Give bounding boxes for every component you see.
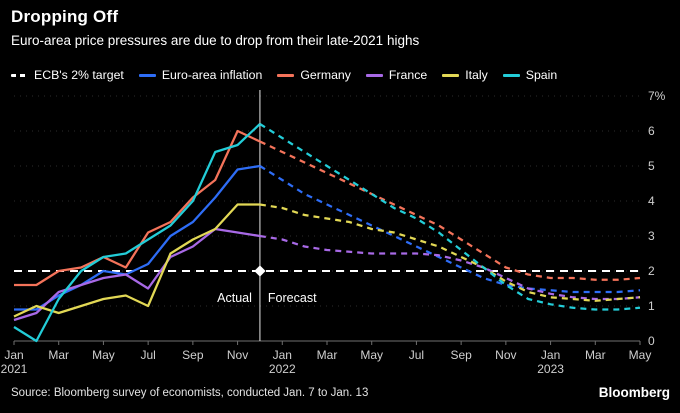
legend-item: Spain <box>502 68 558 82</box>
svg-text:May: May <box>360 348 383 362</box>
legend-label: Germany <box>300 68 351 82</box>
svg-text:2: 2 <box>648 264 655 278</box>
svg-text:Jan: Jan <box>4 348 23 362</box>
legend: ECB's 2% target Euro-area inflation German… <box>11 64 557 86</box>
legend-item: France <box>365 68 428 82</box>
legend-label: Italy <box>465 68 488 82</box>
svg-text:May: May <box>92 348 115 362</box>
svg-text:Jul: Jul <box>140 348 155 362</box>
legend-label: France <box>388 68 428 82</box>
legend-item: Germany <box>277 68 351 82</box>
svg-text:2023: 2023 <box>537 362 564 376</box>
svg-text:Nov: Nov <box>227 348 248 362</box>
legend-swatch-france <box>365 73 383 77</box>
svg-text:2021: 2021 <box>1 362 28 376</box>
svg-text:0: 0 <box>648 334 655 348</box>
svg-text:Mar: Mar <box>48 348 69 362</box>
forecast-label: Forecast <box>268 291 317 305</box>
svg-text:3: 3 <box>648 229 655 243</box>
svg-text:7%: 7% <box>648 89 666 103</box>
legend-label: ECB's 2% target <box>34 68 124 82</box>
svg-text:Jul: Jul <box>409 348 424 362</box>
svg-text:Nov: Nov <box>495 348 516 362</box>
legend-swatch-germany <box>277 73 295 77</box>
legend-item: Italy <box>442 68 488 82</box>
svg-text:1: 1 <box>648 299 655 313</box>
svg-text:Sep: Sep <box>450 348 472 362</box>
svg-text:Sep: Sep <box>182 348 204 362</box>
svg-text:6: 6 <box>648 124 655 138</box>
bloomberg-logo: Bloomberg <box>598 385 670 400</box>
legend-swatch-target <box>11 73 28 77</box>
svg-text:4: 4 <box>648 194 655 208</box>
legend-swatch-euro-area-inflation <box>138 73 156 77</box>
svg-text:Mar: Mar <box>585 348 606 362</box>
svg-text:2022: 2022 <box>269 362 296 376</box>
legend-swatch-italy <box>442 73 460 77</box>
legend-swatch-spain <box>502 73 520 77</box>
svg-text:Jan: Jan <box>273 348 292 362</box>
source-text: Source: Bloomberg survey of economists, … <box>11 387 369 399</box>
chart-title: Dropping Off <box>11 7 119 26</box>
svg-text:Jan: Jan <box>541 348 560 362</box>
legend-label: Euro-area inflation <box>161 68 263 82</box>
legend-item: Euro-area inflation <box>138 68 263 82</box>
svg-text:Mar: Mar <box>317 348 338 362</box>
svg-text:May: May <box>629 348 652 362</box>
legend-label: Spain <box>525 68 558 82</box>
svg-text:5: 5 <box>648 159 655 173</box>
chart-subtitle: Euro-area price pressures are due to dro… <box>11 33 420 48</box>
legend-item: ECB's 2% target <box>11 68 124 82</box>
actual-label: Actual <box>217 291 252 305</box>
